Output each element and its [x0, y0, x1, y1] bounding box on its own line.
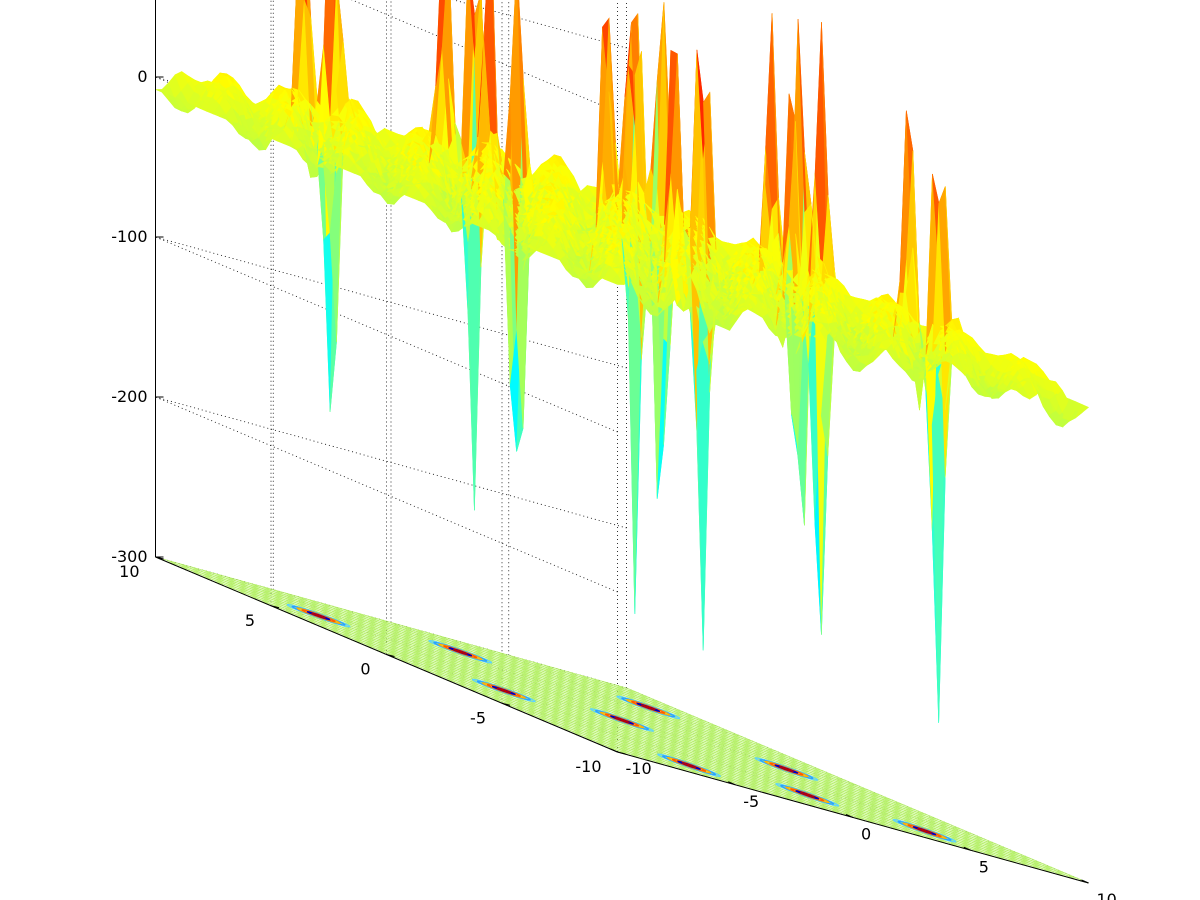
floor-grid-line — [166, 561, 639, 694]
contour-ring — [613, 717, 631, 723]
contour-ring — [779, 766, 794, 773]
floor-grid-line — [317, 624, 789, 757]
floor-grid-line — [178, 566, 650, 699]
floor-grid-line — [508, 654, 971, 851]
floor-grid-line — [293, 615, 766, 747]
floor-grid-line — [461, 641, 924, 838]
contour-ring — [496, 687, 511, 694]
floor-grid-line — [473, 645, 936, 841]
floor-grid-line — [305, 619, 777, 752]
floor-grid-line — [626, 687, 1089, 884]
floor-grid-line — [602, 681, 1066, 877]
floor-grid-line — [449, 638, 913, 835]
floor-grid-line — [496, 651, 960, 848]
floor-grid-line — [328, 629, 800, 762]
floor-grid-line — [351, 639, 823, 772]
contour-floor — [155, 556, 1089, 884]
floor-grid-line — [155, 556, 627, 689]
contour-ring — [917, 827, 932, 834]
floor-grid-line — [485, 648, 948, 845]
contour-ring — [641, 704, 656, 711]
floor-grid-line — [591, 677, 1054, 874]
floor-grid-line — [282, 610, 754, 743]
floor-grid-line — [614, 684, 1077, 881]
contour-ring — [453, 648, 468, 655]
contour-ring — [799, 791, 816, 798]
contour-ring — [311, 612, 326, 619]
floor-grid-line — [340, 634, 812, 767]
floor-grid-line — [520, 658, 983, 854]
grid-line — [452, 0, 627, 49]
contour-ring — [681, 762, 697, 769]
surface-mesh — [155, 0, 1090, 723]
floor-grid-line — [190, 571, 662, 704]
